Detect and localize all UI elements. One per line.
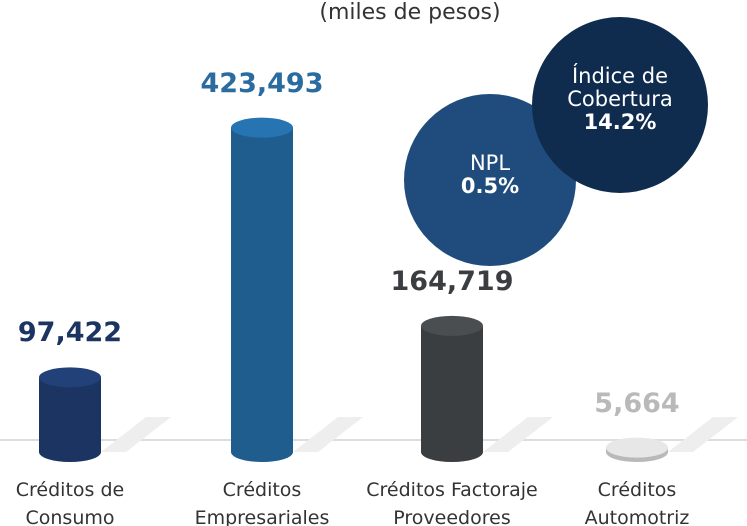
bubble xyxy=(532,17,708,193)
bar-cap xyxy=(421,315,483,336)
bar-shadow xyxy=(293,417,363,452)
subtitle: (miles de pesos) xyxy=(319,0,501,25)
bubble-value: 0.5% xyxy=(460,174,520,198)
bubble xyxy=(404,94,576,266)
bar-cap xyxy=(39,367,101,388)
bubble-label: Índice de Cobertura 14.2% xyxy=(555,65,685,134)
x-tick-label: Créditos Automotriz xyxy=(584,479,690,526)
bubble-title: NPL xyxy=(469,151,511,175)
x-tick-label: Créditos Empresariales xyxy=(194,479,330,526)
x-tick-label: Créditos de Consumo xyxy=(15,479,125,526)
bubble-value: 14.2% xyxy=(583,110,657,134)
bar-cap xyxy=(606,437,668,458)
value-label: 5,664 xyxy=(594,387,680,419)
value-label: 423,493 xyxy=(200,67,324,99)
bar-shadow xyxy=(101,417,171,452)
value-label: 97,422 xyxy=(17,317,123,349)
bar xyxy=(231,127,293,463)
value-label: 164,719 xyxy=(390,265,514,297)
bar-shadow xyxy=(483,417,553,452)
bubble-title: Índice de Cobertura xyxy=(567,64,673,111)
bar xyxy=(421,325,483,462)
bar-shadow xyxy=(668,417,738,452)
x-tick-label: Créditos Factoraje Proveedores xyxy=(366,479,538,526)
bubble-label: NPL 0.5% xyxy=(425,152,555,198)
bar-cap xyxy=(231,117,293,138)
bar xyxy=(39,377,101,462)
